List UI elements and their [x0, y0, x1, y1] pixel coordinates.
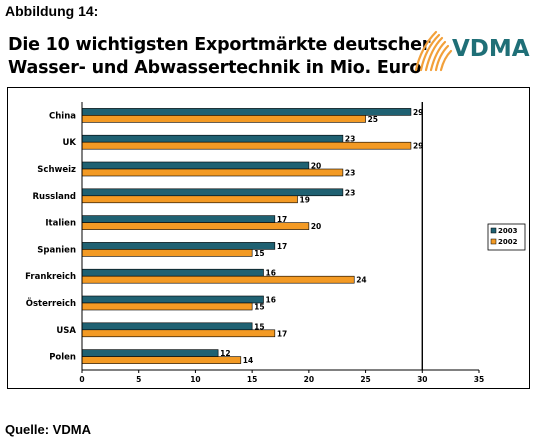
bar-2002	[81, 115, 366, 123]
data-label: 15	[254, 322, 264, 331]
data-label: 19	[300, 195, 310, 204]
vdma-flame-icon	[414, 30, 453, 72]
vdma-logo: VDMA	[414, 30, 530, 72]
bar-2003	[81, 242, 276, 250]
category-label: USA	[56, 326, 76, 336]
category-label: Österreich	[26, 298, 76, 309]
chart-title: Die 10 wichtigsten Exportmärkte deutsche…	[8, 34, 430, 80]
bar-2002	[81, 249, 253, 257]
legend-label-2003: 2003	[498, 227, 518, 235]
bar-2002	[81, 275, 355, 284]
data-label: 12	[220, 349, 230, 358]
bar-2002	[81, 302, 253, 311]
chart-frame: China 29 25 UK 23 29 Schweiz 20 23 Russland 23 19 It…	[7, 87, 530, 389]
bar-2003	[81, 134, 344, 143]
x-tick-label: 0	[79, 375, 84, 384]
bar-2002	[81, 329, 276, 338]
data-label: 17	[277, 242, 287, 251]
chart-title-line-2: Wasser- und Abwassertechnik in Mio. Euro	[8, 58, 422, 78]
legend-label-2002: 2002	[498, 238, 518, 246]
x-tick-label: 10	[190, 375, 200, 384]
bar-2002	[81, 356, 242, 364]
bar-2002	[81, 168, 344, 177]
bar-2003	[81, 215, 276, 223]
data-label: 24	[356, 276, 366, 285]
bar-2002	[81, 141, 412, 150]
chart-title-line-1: Die 10 wichtigsten Exportmärkte deutsche…	[8, 35, 431, 55]
category-label: China	[49, 111, 76, 121]
x-tick-label: 30	[417, 375, 427, 384]
bar-2003	[81, 108, 412, 116]
vdma-logo-text: VDMA	[452, 36, 530, 62]
bar-2003	[81, 349, 219, 357]
data-label: 20	[311, 222, 321, 231]
data-label: 29	[413, 142, 423, 151]
bar-2003	[81, 295, 264, 304]
x-tick-label: 15	[247, 375, 257, 384]
x-tick-label: 35	[474, 375, 484, 384]
legend-swatch-2003	[490, 227, 497, 234]
x-tick-label: 20	[304, 375, 314, 384]
data-label: 17	[277, 215, 287, 224]
data-label: 15	[254, 303, 264, 312]
bar-2003	[81, 322, 253, 331]
category-label: Spanien	[37, 245, 76, 255]
data-label: 23	[345, 169, 355, 178]
legend-swatch-2002	[490, 238, 497, 245]
category-label: Italien	[45, 219, 76, 229]
data-label: 15	[254, 249, 264, 258]
bar-2002	[81, 222, 310, 230]
data-label: 14	[243, 356, 253, 365]
bar-2003	[81, 268, 264, 277]
category-label: UK	[63, 138, 77, 148]
bar-2002	[81, 195, 298, 204]
data-label: 29	[413, 108, 423, 117]
bar-2003	[81, 161, 310, 170]
data-label: 20	[311, 162, 321, 171]
x-tick-label: 25	[360, 375, 370, 384]
category-label: Frankreich	[25, 272, 76, 282]
bar-chart: China 29 25 UK 23 29 Schweiz 20 23 Russland 23 19 It…	[25, 102, 526, 384]
category-label: Polen	[49, 353, 76, 363]
category-label: Russland	[32, 192, 76, 202]
data-label: 16	[265, 296, 275, 305]
figure-label: Abbildung 14:	[5, 3, 99, 19]
data-label: 17	[277, 329, 287, 338]
x-tick-label: 5	[136, 375, 141, 384]
category-label: Schweiz	[37, 165, 76, 175]
data-label: 16	[265, 269, 275, 278]
source-note: Quelle: VDMA	[5, 422, 91, 437]
data-label: 23	[345, 135, 355, 144]
data-label: 25	[368, 115, 378, 124]
data-label: 23	[345, 188, 355, 197]
